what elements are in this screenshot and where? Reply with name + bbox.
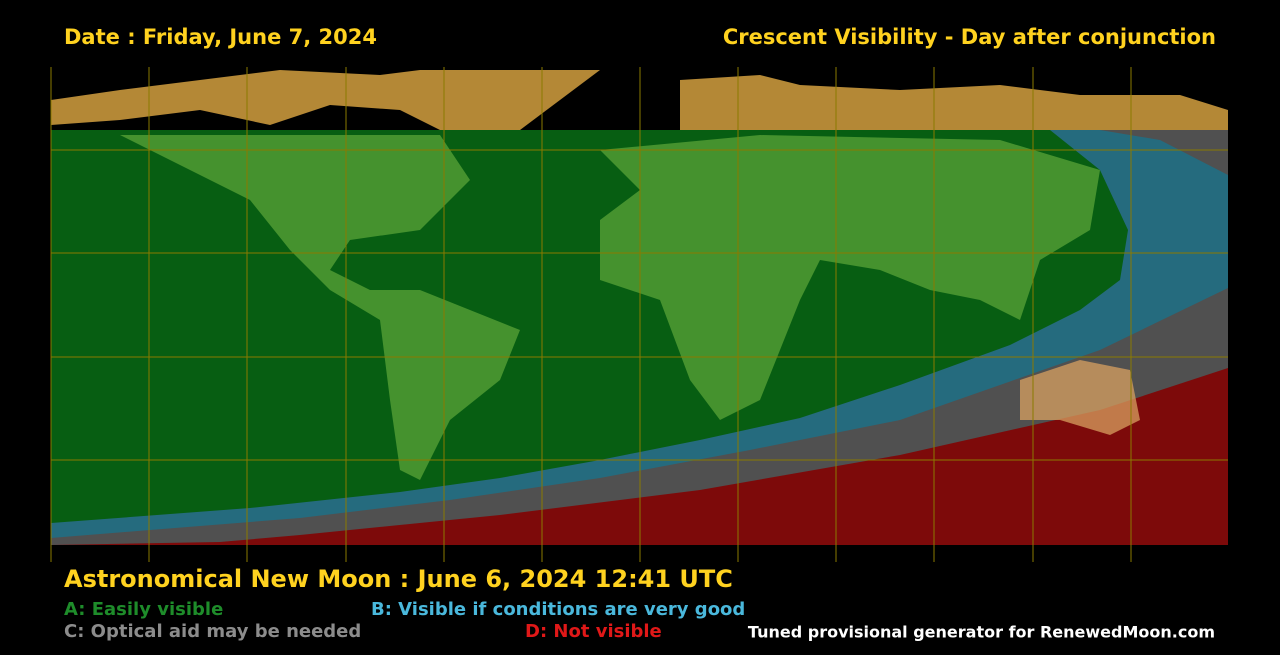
map <box>50 67 1228 562</box>
graticule <box>50 67 1228 562</box>
legend-d: D: Not visible <box>525 621 662 642</box>
land-australia <box>1020 360 1140 435</box>
date: Date : Friday, June 7, 2024 <box>64 25 377 49</box>
land-eurasia-africa <box>600 135 1100 420</box>
new-moon: Astronomical New Moon : June 6, 2024 12:… <box>64 565 733 593</box>
credit: Tuned provisional generator for RenewedM… <box>748 623 1215 642</box>
legend-b: B: Visible if conditions are very good <box>371 599 745 620</box>
legend-c: C: Optical aid may be needed <box>64 621 361 642</box>
legend-a: A: Easily visible <box>64 599 223 620</box>
title: Crescent Visibility - Day after conjunct… <box>723 25 1216 49</box>
land-americas <box>120 135 520 480</box>
